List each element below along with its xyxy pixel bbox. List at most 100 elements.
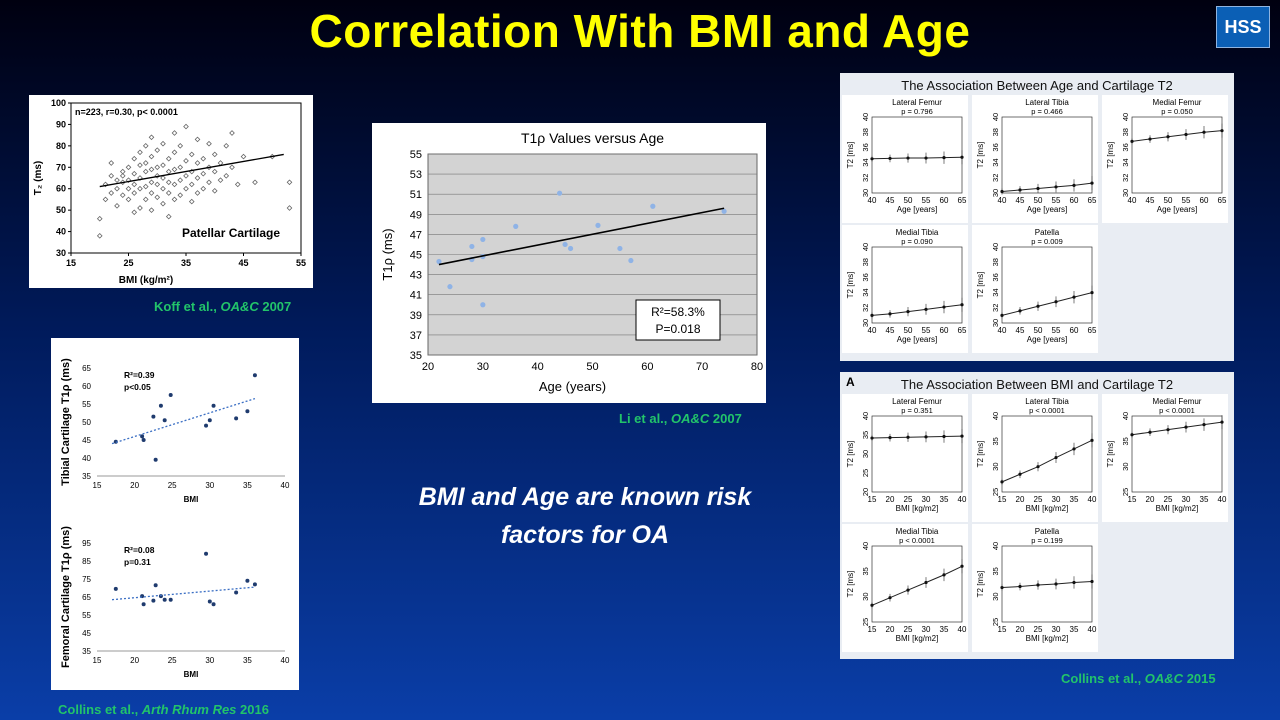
y-tick-label: 50 [82,418,91,427]
y-tick-label: 55 [82,400,91,409]
subplot-frame [871,415,963,493]
x-tick-label: 45 [886,326,895,335]
y-tick-label: 95 [82,539,91,548]
y-tick-label: 41 [410,290,422,302]
x-tick-label: 55 [1182,196,1191,205]
data-point [960,155,964,159]
y-tick-label: 34 [861,288,870,296]
x-axis-label: Age [years] [1027,335,1067,344]
subplot-pvalue: p < 0.0001 [899,536,935,545]
data-point [211,168,218,175]
li-scatter-plot: 35 37 39 41 43 45 47 49 51 53 55 20 30 40 50 60 70 80 T1ρ … [380,130,763,394]
subplot-title: Medial Tibia [896,527,939,536]
x-axis-label: BMI [kg/m2] [1156,504,1199,513]
data-point [148,153,155,160]
data-point [217,177,224,183]
x-tick-label: 25 [904,625,913,634]
data-point [870,436,874,440]
data-point [194,190,201,196]
y-tick-label: 25 [1121,488,1130,496]
data-point [200,170,207,177]
y-tick-label: 40 [991,412,1000,420]
trend-line [438,207,725,266]
x-tick-label: 20 [1016,495,1025,504]
x-tick-label: 50 [904,196,913,205]
data-point [177,164,184,171]
x-tick-label: 45 [1146,196,1155,205]
subplot-bg [972,225,1098,353]
y-tick-label: 40 [991,542,1000,550]
x-tick-label: 30 [477,361,489,373]
data-point [1090,579,1094,584]
subplot-bg [972,394,1098,522]
x-tick-label: 20 [130,481,139,490]
y-tick-label: 34 [991,288,1000,296]
data-point [211,602,216,607]
y-tick-label: 36 [991,143,1000,151]
citation-authors: Li et al., [619,411,672,426]
y-tick-label: 40 [861,243,870,251]
data-point [194,160,201,166]
y-tick-label: 40 [861,412,870,420]
y-tick-label: 55 [410,149,422,161]
y-tick-label: 30 [991,319,1000,327]
citation-year: 2015 [1183,671,1216,686]
subplot-title: Medial Femur [1153,98,1202,107]
data-point [154,164,161,171]
data-point [447,284,453,290]
data-point [207,599,212,604]
data-point [137,185,143,192]
series-line [1001,182,1093,192]
legend-r2: R²=58.3% [651,305,705,319]
x-tick-label: 80 [751,361,763,373]
subplot-title: Medial Femur [1153,397,1202,406]
x-tick-label: 60 [1200,196,1209,205]
x-axis-label: Age [years] [897,205,937,214]
data-point [183,173,189,179]
x-tick-label: 55 [922,196,931,205]
y-tick-label: 80 [56,141,66,151]
key-message: BMI and Age are known risk factors for O… [418,483,752,549]
x-tick-label: 35 [1200,495,1209,504]
x-tick-label: 30 [205,656,214,665]
data-point [165,155,172,162]
data-point [131,155,138,162]
y-tick-label: 40 [861,113,870,121]
data-point [204,423,209,428]
stat-p: p<0.05 [124,382,151,392]
data-point [148,179,155,186]
collins2016-citation: Collins et al., Arth Rhum Res 2016 [58,702,269,717]
y-tick-label: 65 [82,593,91,602]
x-tick-label: 55 [1052,196,1061,205]
y-tick-label: 53 [410,169,422,181]
y-tick-label: 35 [410,350,422,362]
y-tick-label: 30 [56,248,66,258]
data-point [650,203,656,209]
data-point [200,185,207,192]
x-tick-label: 40 [1088,495,1097,504]
y-tick-label: 32 [991,304,1000,312]
chart-title: The Association Between Age and Cartilag… [901,78,1173,93]
data-point [1184,132,1188,137]
data-point [562,241,568,248]
data-point [906,310,910,314]
data-point [137,205,143,211]
subplot-bg [842,225,968,353]
y-tick-label: 40 [56,227,66,237]
y-tick-label: 65 [82,364,91,373]
li-chart: 35 37 39 41 43 45 47 49 51 53 55 20 30 40 50 60 70 80 T1ρ … [372,123,766,403]
x-tick-label: 35 [940,625,949,634]
data-point [234,416,239,421]
subplot-frame [871,246,963,324]
data-point [870,313,874,317]
data-point [160,140,166,147]
y-tick-label: 36 [861,273,870,281]
data-point [171,181,178,188]
subplot-title: Lateral Tibia [1025,397,1069,406]
y-tick-label: 45 [410,250,422,262]
subplot-pvalue: p = 0.090 [901,237,933,246]
x-tick-label: 35 [243,481,252,490]
x-tick-label: 70 [696,361,708,373]
y-axis-label: T2 [ms] [976,571,985,598]
data-point [1072,580,1076,585]
